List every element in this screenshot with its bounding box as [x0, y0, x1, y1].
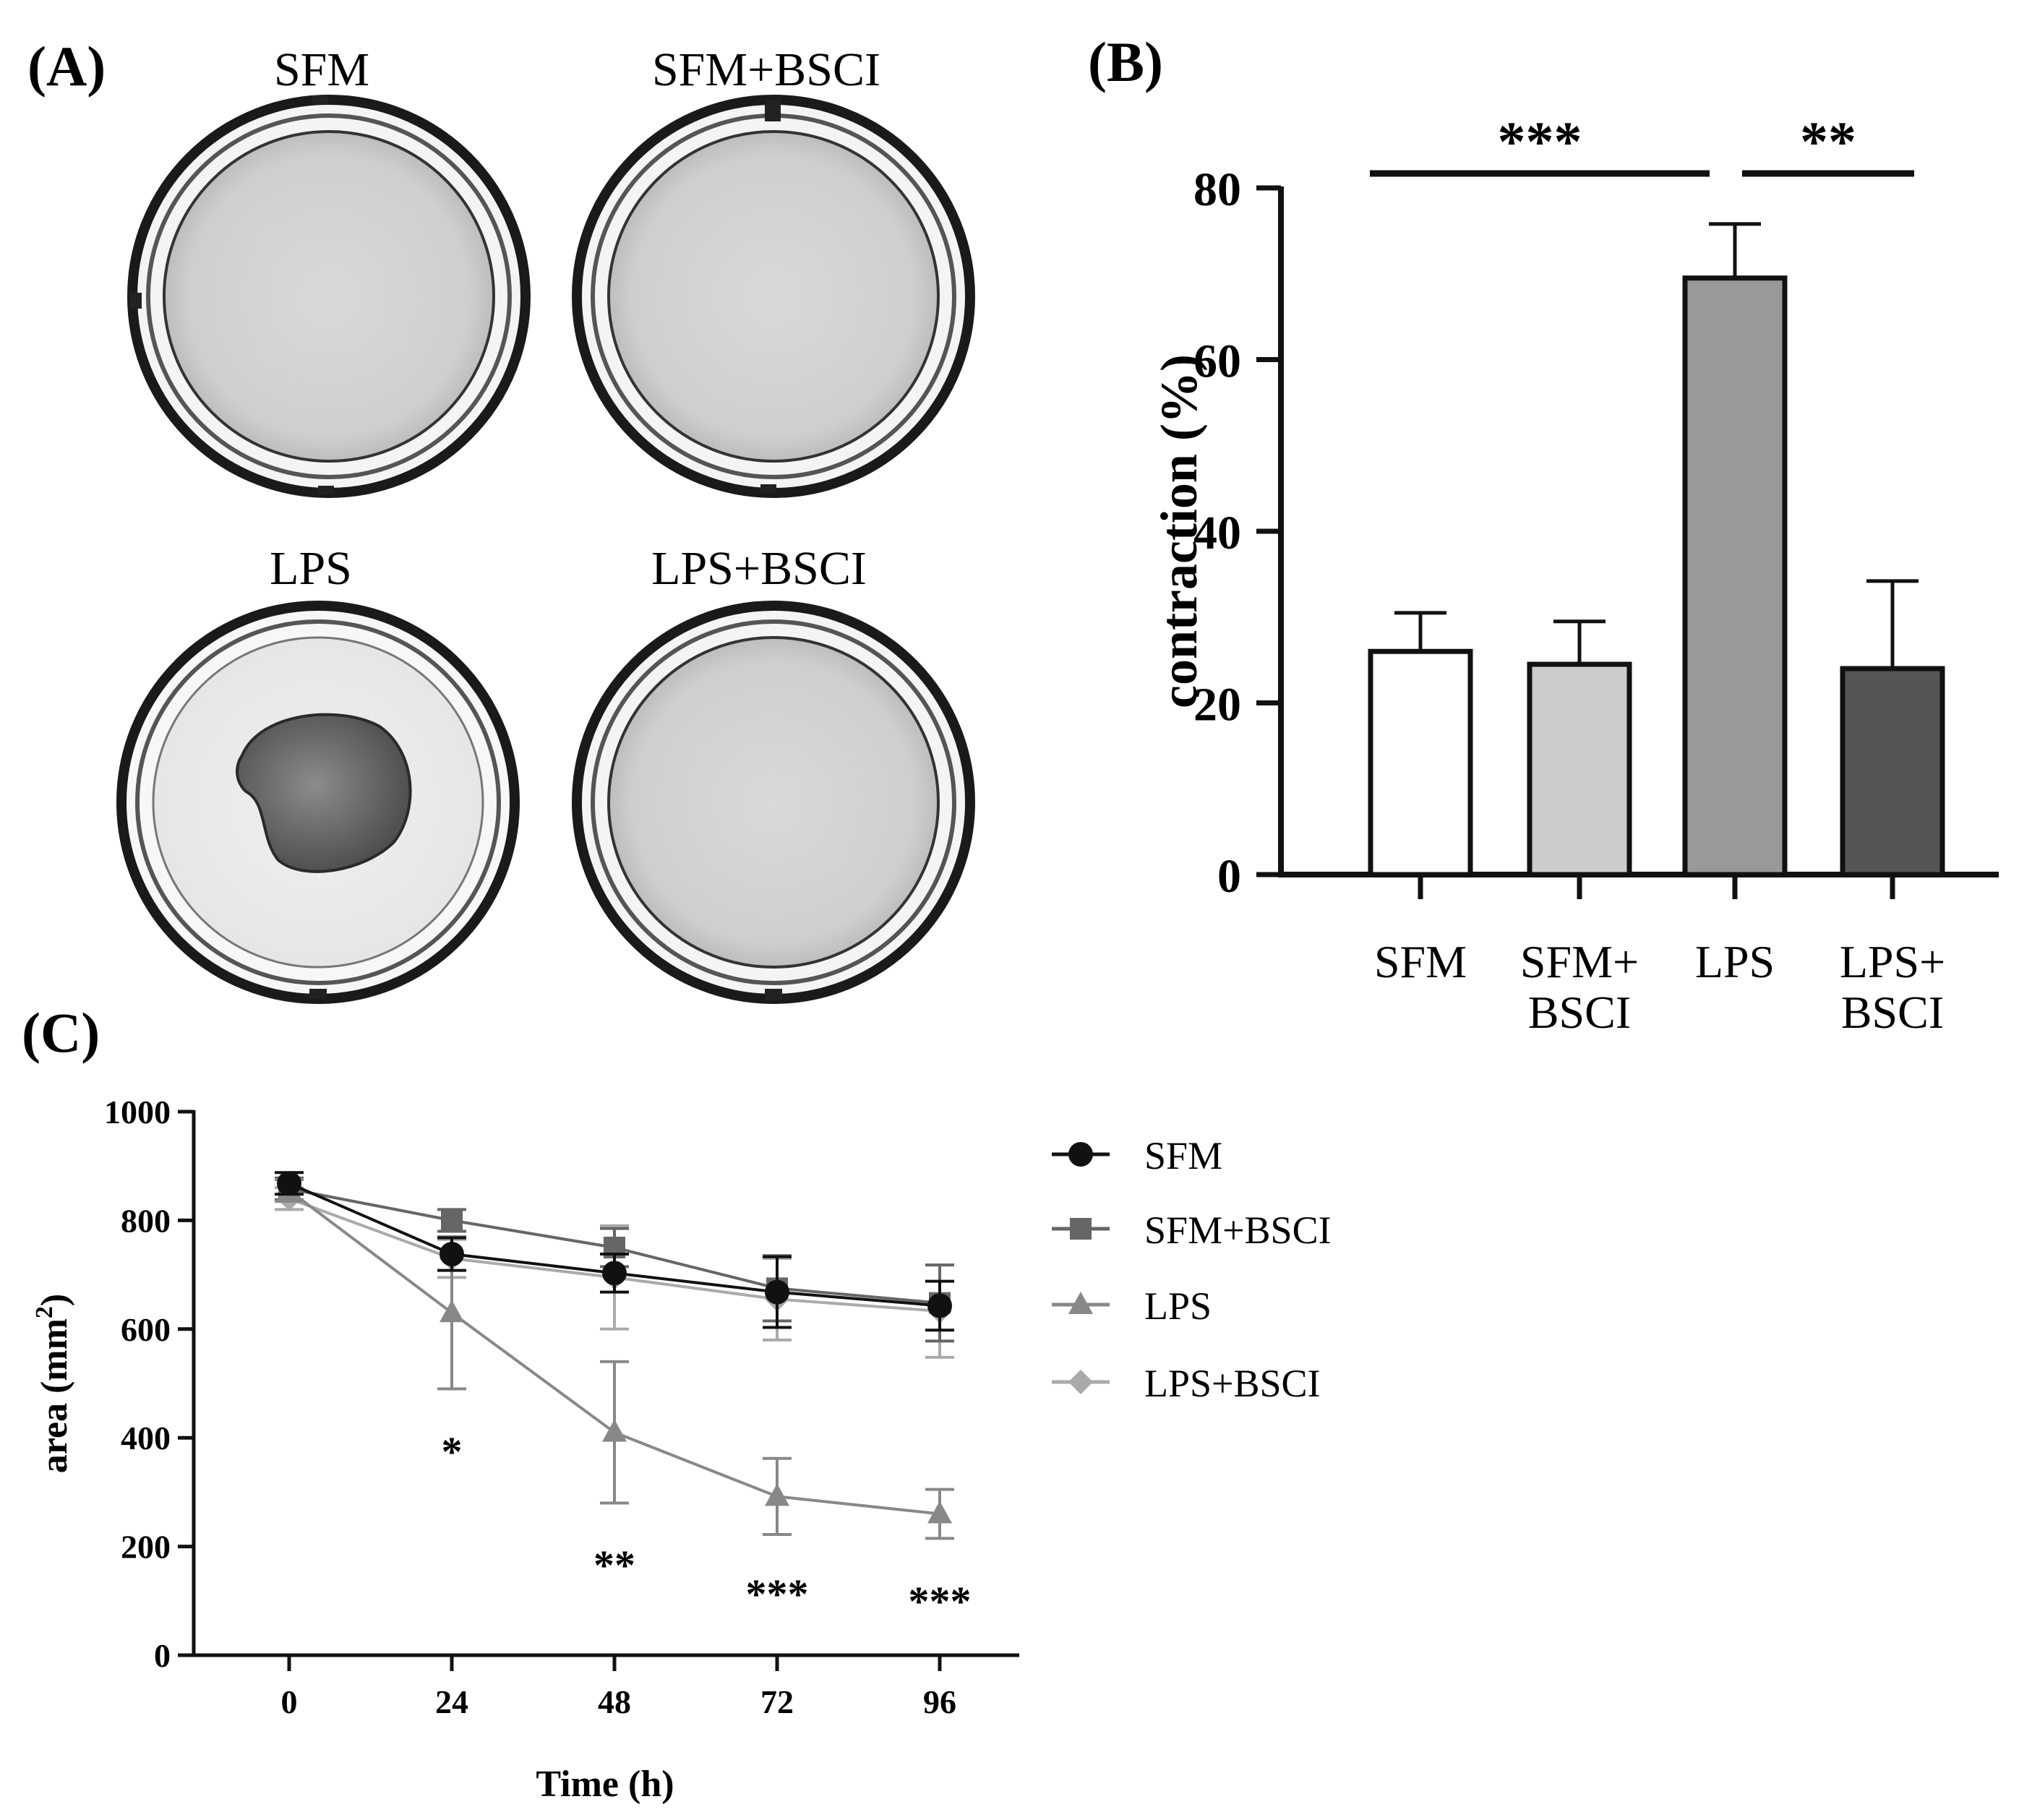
- y-tick-label: 80: [1193, 163, 1241, 216]
- legend-label: SFM: [1144, 1134, 1222, 1177]
- well-lps-bsci: LPS+BSCI: [572, 542, 975, 1004]
- data-point: [440, 1242, 464, 1267]
- culture-well-image-sfm: [127, 95, 531, 498]
- culture-well-image-lps-bsci: [572, 601, 975, 1004]
- data-point: [441, 1209, 463, 1232]
- data-point: [765, 1279, 789, 1305]
- x-tick-label: LPS: [1695, 936, 1775, 987]
- x-tick-label: 0: [281, 1683, 298, 1720]
- y-axis-label-base: area (mm: [34, 1318, 75, 1473]
- y-tick-label: 400: [121, 1420, 171, 1456]
- significance-label: ***: [746, 1571, 809, 1618]
- y-axis-label-superscript: 2: [31, 1306, 58, 1318]
- x-tick-label: LPS+: [1840, 936, 1945, 987]
- culture-well-image-lps: [116, 601, 520, 1004]
- well-sfm: SFM: [127, 43, 531, 498]
- significance-label: ***: [909, 1578, 972, 1625]
- y-tick-label: 60: [1193, 335, 1241, 388]
- data-point: [927, 1501, 952, 1524]
- x-tick-label: 72: [760, 1683, 794, 1720]
- panel-c: (C) 0 200 400 600 800 1000 0 24 48 72 96 Time (h) ar…: [22, 1001, 1332, 1805]
- data-point: [602, 1261, 627, 1286]
- y-tick-label: 20: [1193, 679, 1241, 731]
- well-title-lps: LPS: [270, 542, 352, 595]
- data-point: [927, 1293, 952, 1318]
- x-axis-label: Time (h): [536, 1764, 674, 1805]
- y-tick-label: 40: [1193, 507, 1241, 559]
- contracted-gel: [236, 713, 412, 873]
- well-sfm-bsci: SFM+BSCI: [572, 43, 975, 498]
- bar: [1682, 275, 1788, 877]
- legend-marker: [1070, 1218, 1092, 1240]
- y-tick-label: 200: [121, 1529, 171, 1566]
- x-tick-label: 96: [923, 1683, 956, 1720]
- x-tick-label: BSCI: [1841, 987, 1944, 1038]
- y-tick-label: 0: [1217, 850, 1241, 903]
- bar: [1368, 648, 1473, 877]
- panel-c-label: (C): [22, 1001, 100, 1064]
- significance-label: **: [1800, 110, 1856, 173]
- y-axis-label: area (mm2): [31, 1294, 75, 1474]
- legend-marker: [1068, 1370, 1093, 1394]
- significance-label: **: [593, 1542, 635, 1589]
- legend: SFM SFM+BSCI LPS LPS+BSCI: [1052, 1134, 1332, 1405]
- significance-label: *: [442, 1428, 463, 1475]
- significance-label: ***: [1498, 110, 1582, 173]
- y-tick-label: 800: [121, 1202, 171, 1239]
- x-tick-label: SFM+: [1520, 936, 1639, 987]
- well-title-lps-bsci: LPS+BSCI: [651, 542, 867, 595]
- x-tick-label: 24: [435, 1683, 468, 1720]
- bar: [1527, 661, 1632, 877]
- legend-label: LPS+BSCI: [1144, 1362, 1321, 1405]
- panel-a: (A) SFM SFM+BSCI: [27, 35, 975, 1004]
- y-axis-label: contraction (%): [1150, 354, 1208, 708]
- x-tick-label: 48: [598, 1683, 631, 1720]
- bar: [1840, 666, 1945, 877]
- x-tick-label: SFM: [1374, 936, 1467, 987]
- line-chart-area: 0 200 400 600 800 1000 0 24 48 72 96 Time (h) area (…: [31, 1094, 1332, 1805]
- y-axis-label-end: ): [34, 1294, 75, 1306]
- series-sfm: [275, 1171, 954, 1332]
- data-point: [602, 1419, 627, 1442]
- y-tick-label: 0: [154, 1637, 171, 1674]
- data-point: [765, 1483, 789, 1506]
- y-tick-label: 600: [121, 1311, 171, 1348]
- culture-well-image-sfm-bsci: [572, 95, 975, 498]
- well-title-sfm-bsci: SFM+BSCI: [652, 43, 880, 96]
- y-tick-label: 1000: [104, 1094, 171, 1130]
- legend-marker: [1068, 1292, 1093, 1314]
- panel-b-label: (B): [1088, 30, 1163, 93]
- panel-a-label: (A): [27, 35, 106, 98]
- legend-label: LPS: [1144, 1284, 1212, 1328]
- data-point: [277, 1171, 301, 1196]
- well-title-sfm: SFM: [274, 43, 369, 96]
- x-tick-label: BSCI: [1528, 987, 1631, 1038]
- data-point: [440, 1300, 464, 1323]
- legend-label: SFM+BSCI: [1144, 1209, 1332, 1252]
- legend-marker: [1068, 1142, 1093, 1167]
- well-lps: LPS: [116, 542, 520, 1004]
